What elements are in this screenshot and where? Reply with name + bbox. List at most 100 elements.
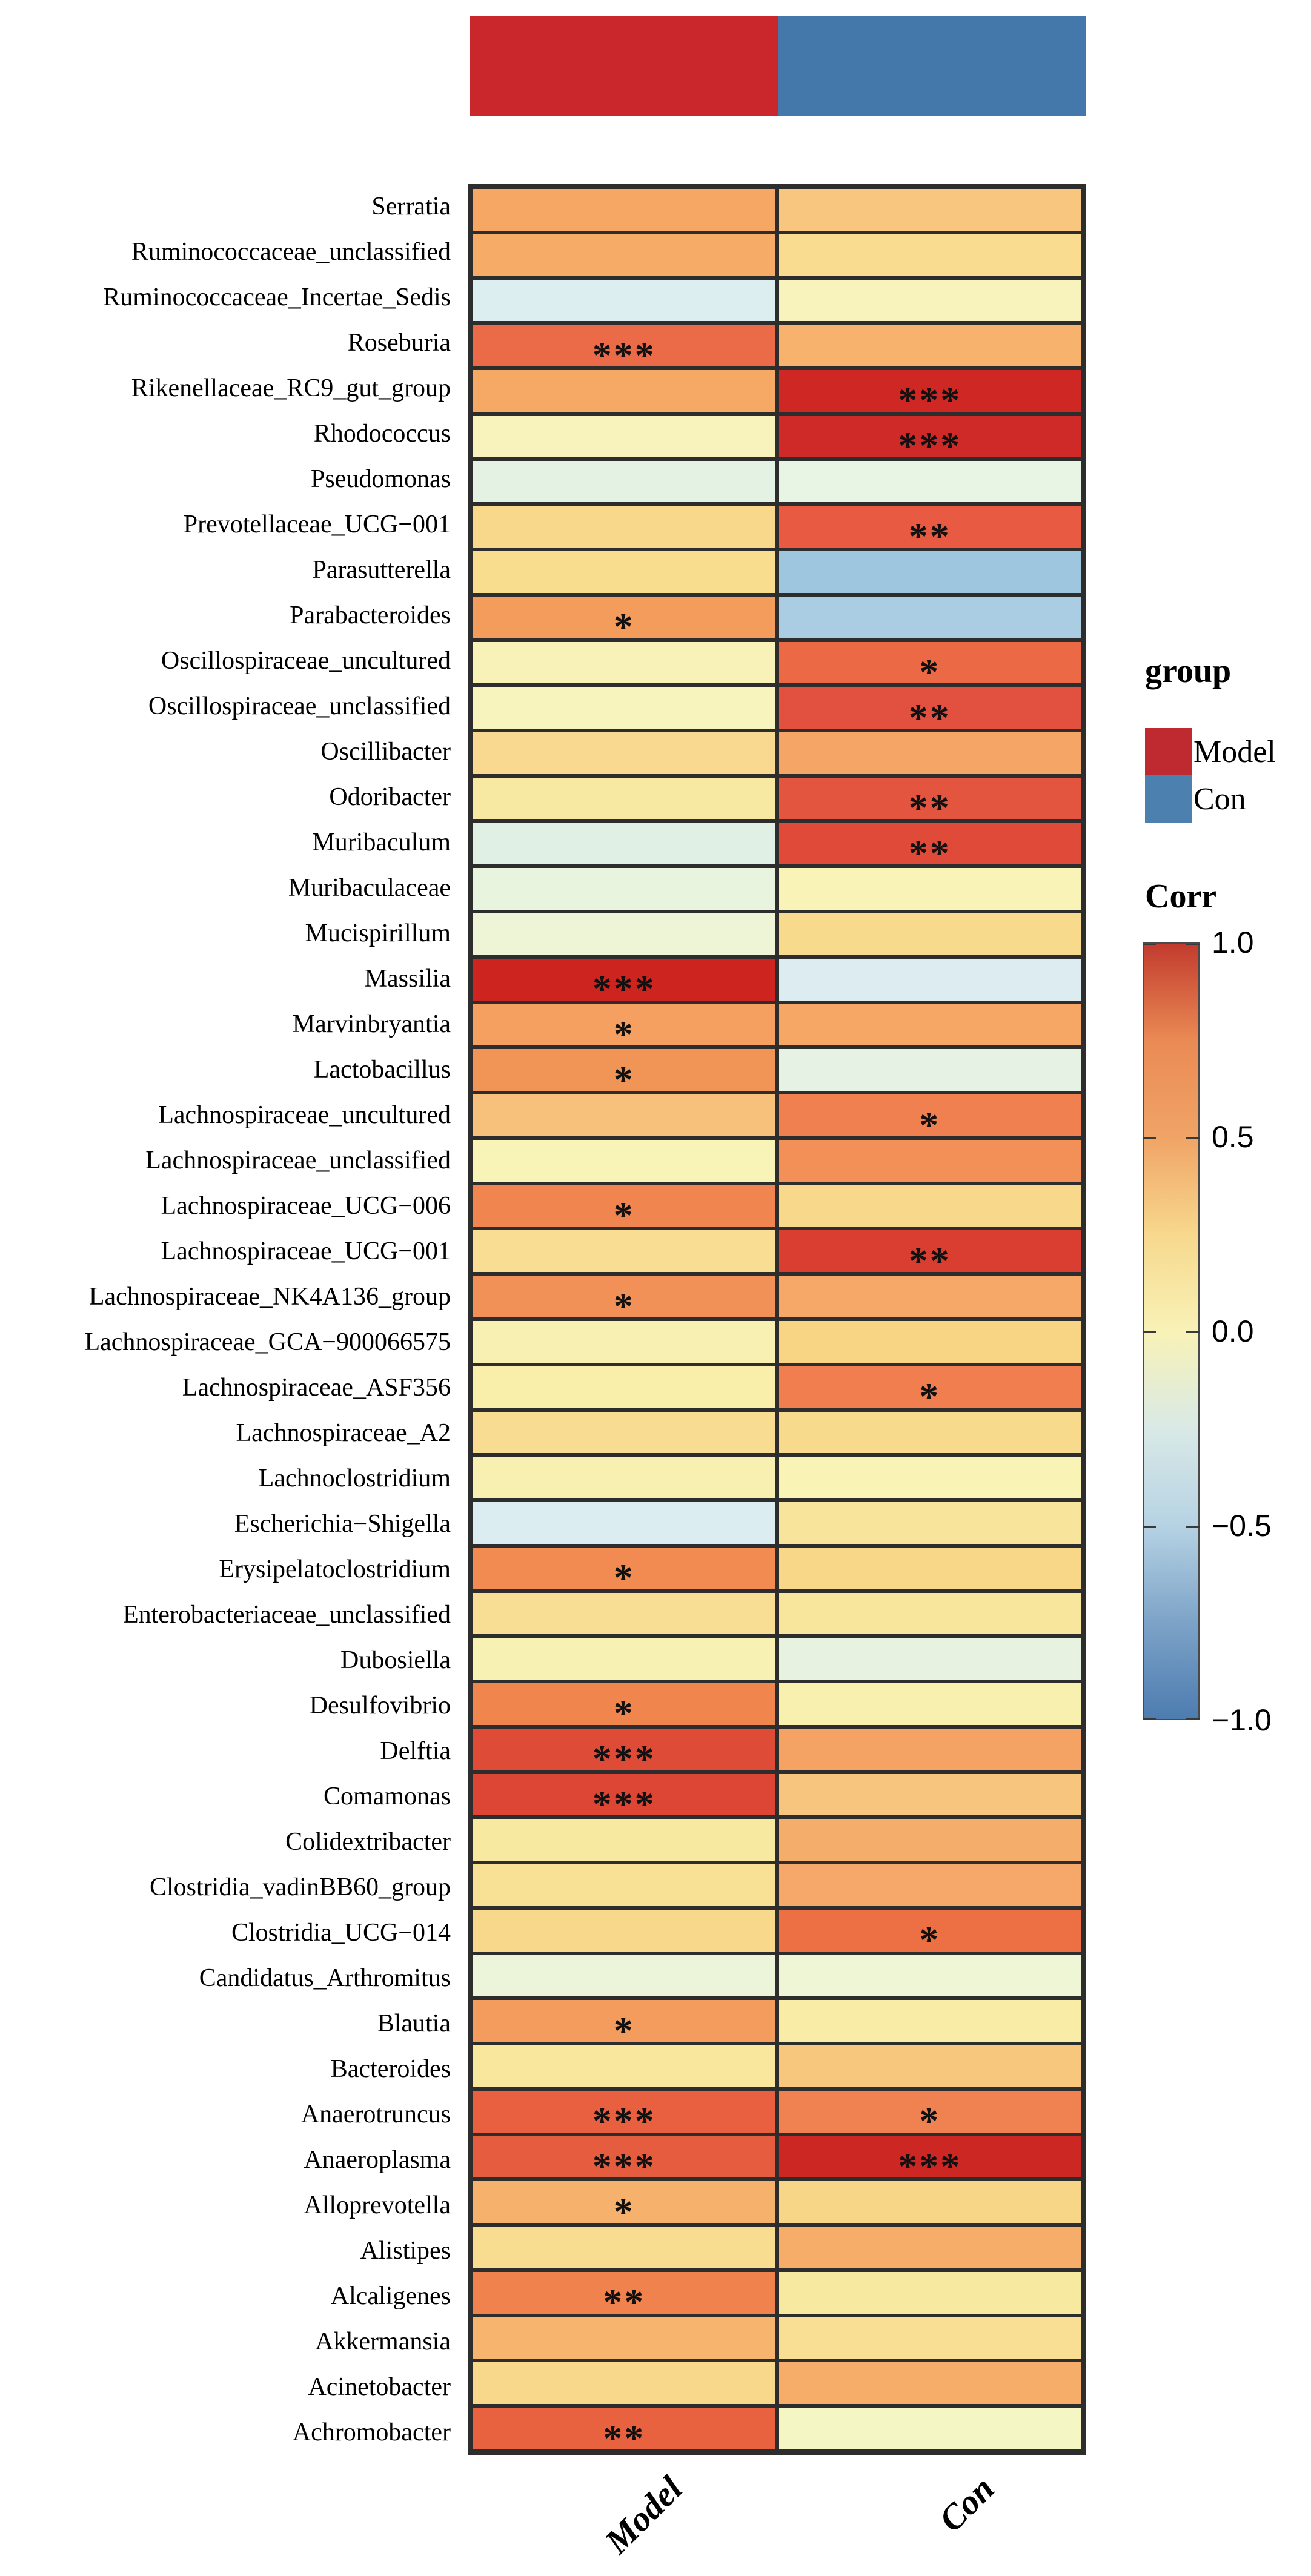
row-label: Candidatus_Arthromitus xyxy=(199,1964,451,1992)
heatmap-cell-con xyxy=(778,596,1081,638)
heatmap-cell-model xyxy=(473,687,775,729)
legend-item-label: Model xyxy=(1193,734,1276,769)
heatmap-cell-con xyxy=(778,460,1081,503)
heatmap-cell-con: * xyxy=(778,1366,1081,1416)
colorbar-tick-mark xyxy=(1186,1331,1200,1333)
row-label: Oscillospiraceae_uncultured xyxy=(161,646,451,675)
heatmap-cell-model xyxy=(473,506,775,548)
row-label: Lachnoclostridium xyxy=(258,1464,451,1492)
row-label: Achromobacter xyxy=(292,2418,451,2446)
heatmap-cell-model xyxy=(473,732,775,774)
heatmap-cell-model xyxy=(473,1321,775,1363)
colorbar-tick-mark xyxy=(1143,1526,1156,1528)
heatmap-cell-con xyxy=(778,1592,1081,1635)
heatmap-cell-model: *** xyxy=(473,958,775,1008)
heatmap-cell-model: ** xyxy=(473,2271,775,2322)
heatmap-cell-model: * xyxy=(473,2000,775,2050)
heatmap-cell-con: *** xyxy=(778,415,1081,465)
heatmap-cell-model xyxy=(473,2317,775,2359)
heatmap-cell-model: ** xyxy=(473,2408,775,2457)
colorbar-tick-mark xyxy=(1186,1718,1200,1720)
heatmap-cell-con: * xyxy=(778,2090,1081,2141)
heatmap-cell-con: * xyxy=(778,641,1081,691)
significance-stars: *** xyxy=(592,1737,656,1781)
heatmap-cell-con xyxy=(778,2271,1081,2314)
heatmap-cell-model: *** xyxy=(473,1773,775,1823)
heatmap-cell-con xyxy=(778,1773,1081,1816)
heatmap-cell-con xyxy=(778,2362,1081,2405)
heatmap-cell-model xyxy=(473,1457,775,1499)
row-label: Colidextribacter xyxy=(285,1827,451,1856)
colorbar-tick-mark xyxy=(1186,1137,1200,1139)
significance-stars: * xyxy=(613,2190,635,2233)
heatmap-cell-model xyxy=(473,868,775,910)
row-label: Pseudomonas xyxy=(311,465,451,493)
colorbar-tick-mark xyxy=(1143,944,1156,945)
heatmap-cell-con xyxy=(778,1819,1081,1861)
colorbar-tick-label: 1.0 xyxy=(1212,925,1254,959)
significance-stars: * xyxy=(613,1058,635,1101)
row-label: Ruminococcaceae_Incertae_Sedis xyxy=(103,283,451,311)
heatmap-cell-model xyxy=(473,551,775,593)
heatmap-cell-model xyxy=(473,1592,775,1635)
significance-stars: *** xyxy=(898,424,962,468)
model-color-swatch xyxy=(1145,728,1192,775)
heatmap-cell-model xyxy=(473,1909,775,1952)
row-label: Bacteroides xyxy=(330,2055,451,2083)
legend-item-label: Con xyxy=(1193,781,1246,816)
x-axis-label-con: Con xyxy=(931,2468,1002,2540)
heatmap-cell-con: ** xyxy=(778,687,1081,737)
heatmap-cell-con xyxy=(778,279,1081,322)
heatmap-cell-model xyxy=(473,2045,775,2087)
heatmap-cell-model xyxy=(473,279,775,322)
heatmap-cell-con xyxy=(778,2317,1081,2359)
row-label: Muribaculaceae xyxy=(288,873,451,902)
heatmap-cell-con xyxy=(778,1547,1081,1589)
heatmap-cell-model: * xyxy=(473,1276,775,1325)
heatmap-cell-model: * xyxy=(473,2181,775,2231)
row-label: Delftia xyxy=(380,1737,451,1765)
heatmap-cell-model xyxy=(473,1094,775,1136)
significance-stars: ** xyxy=(603,2416,646,2460)
significance-stars: *** xyxy=(592,967,656,1011)
x-axis-label-model: Model xyxy=(597,2468,690,2561)
colorbar-tick-mark xyxy=(1143,1718,1156,1720)
significance-stars: ** xyxy=(908,514,951,558)
significance-stars: * xyxy=(613,2008,635,2052)
legend-group-title: group xyxy=(1145,652,1232,690)
heatmap-cell-model xyxy=(473,913,775,955)
heatmap-cell-con xyxy=(778,551,1081,593)
colorbar-tick-label: 0.5 xyxy=(1212,1120,1254,1154)
row-label: Anaerotruncus xyxy=(300,2100,451,2128)
heatmap-cell-con xyxy=(778,1185,1081,1227)
heatmap-cell-model xyxy=(473,641,775,684)
significance-stars: * xyxy=(919,1918,941,1962)
row-label: Anaeroplasma xyxy=(304,2145,451,2174)
colorbar-tick-label: −1.0 xyxy=(1212,1703,1272,1737)
heatmap-cell-model xyxy=(473,777,775,819)
heatmap-cell-con xyxy=(778,1683,1081,1725)
heatmap-cell-con xyxy=(778,1276,1081,1317)
colorbar-title: Corr xyxy=(1145,878,1217,915)
row-label: Lachnospiraceae_GCA−900066575 xyxy=(84,1328,451,1356)
heatmap-cell-con xyxy=(778,189,1081,231)
row-label: Roseburia xyxy=(347,328,451,357)
annotation-con-segment xyxy=(778,16,1086,116)
colorbar-tick-label: 0.0 xyxy=(1212,1314,1254,1348)
heatmap-cell-con xyxy=(778,325,1081,367)
significance-stars: ** xyxy=(908,832,951,875)
significance-stars: * xyxy=(919,650,941,694)
heatmap-cell-model xyxy=(473,823,775,865)
heatmap-cell-model xyxy=(473,1230,775,1273)
significance-stars: * xyxy=(919,1375,941,1419)
heatmap-cell-con xyxy=(778,1864,1081,1906)
heatmap-cell-con: ** xyxy=(778,777,1081,827)
row-label: Oscillibacter xyxy=(320,737,451,766)
heatmap-cell-con xyxy=(778,2000,1081,2042)
colorbar-tick-label: −0.5 xyxy=(1212,1509,1272,1543)
row-label: Lachnospiraceae_unclassified xyxy=(145,1146,451,1174)
heatmap-grid: *** *** *** ** * * ** ** ** *** * * * * ** * * * * *** *** * *… xyxy=(468,184,1086,2457)
heatmap-cell-model xyxy=(473,2362,775,2405)
heatmap-cell-model xyxy=(473,415,775,457)
